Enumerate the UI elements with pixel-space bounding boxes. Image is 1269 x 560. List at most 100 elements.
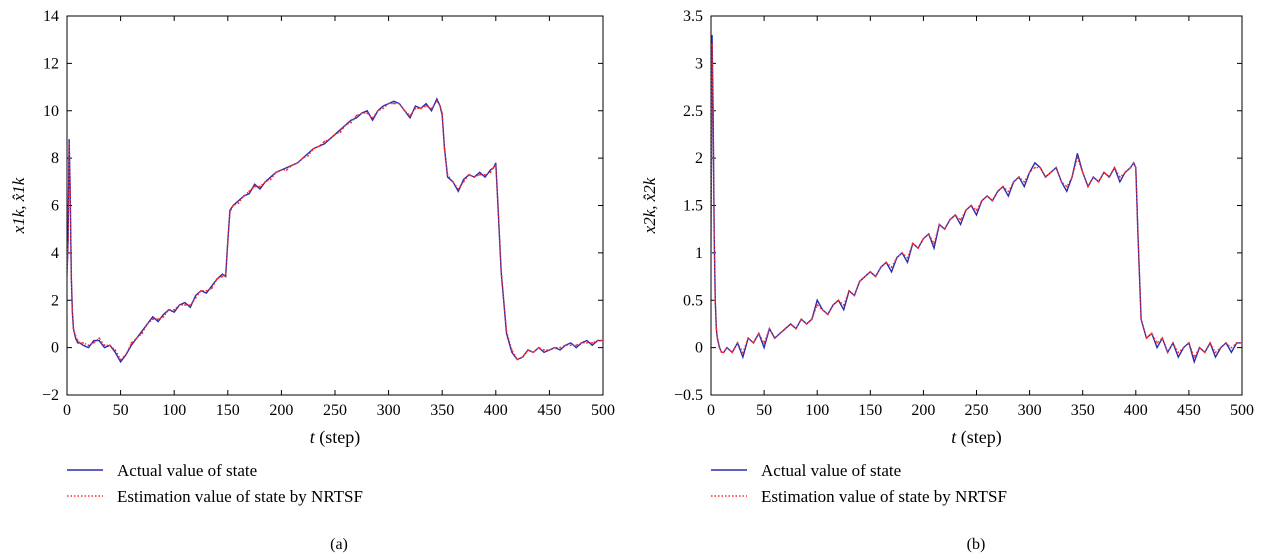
estimation-point bbox=[71, 308, 74, 311]
estimation-point bbox=[301, 157, 304, 160]
estimation-point bbox=[569, 344, 572, 347]
estimation-point bbox=[1156, 341, 1158, 344]
panel-label: (b) bbox=[967, 536, 986, 553]
estimation-point bbox=[497, 202, 499, 205]
estimation-point bbox=[713, 233, 716, 235]
estimation-point bbox=[1060, 180, 1063, 183]
estimation-point bbox=[821, 308, 824, 311]
x-tick-label: 350 bbox=[430, 402, 454, 419]
estimation-point bbox=[586, 341, 588, 344]
x-tick-label: 250 bbox=[965, 402, 989, 419]
estimation-point bbox=[1118, 176, 1121, 178]
x-tick-label: 500 bbox=[1230, 402, 1254, 419]
estimation-point bbox=[194, 296, 197, 299]
estimation-point bbox=[1214, 351, 1217, 354]
estimation-point bbox=[1108, 176, 1111, 178]
estimation-point bbox=[718, 346, 721, 349]
estimation-point bbox=[784, 327, 787, 330]
estimation-point bbox=[722, 351, 725, 354]
estimation-point bbox=[763, 341, 765, 344]
estimation-point bbox=[489, 171, 492, 174]
estimation-point bbox=[173, 308, 176, 311]
estimation-point bbox=[505, 330, 508, 332]
legend-entry: Actual value of state bbox=[67, 461, 257, 480]
estimation-point bbox=[711, 251, 712, 254]
estimation-point bbox=[1134, 166, 1137, 169]
x-tick: 200 bbox=[911, 16, 935, 419]
estimation-point bbox=[285, 169, 288, 171]
x-tick: 200 bbox=[269, 16, 293, 419]
x-tick: 0 bbox=[63, 16, 71, 419]
estimation-point bbox=[443, 147, 446, 150]
estimation-point bbox=[446, 173, 449, 176]
estimation-point bbox=[933, 242, 935, 245]
estimation-point bbox=[564, 344, 567, 347]
y-tick: 14 bbox=[43, 8, 603, 25]
legend-label: Actual value of state bbox=[117, 461, 257, 480]
y-tick-label: 3.5 bbox=[683, 8, 703, 25]
estimation-point bbox=[76, 339, 79, 342]
estimation-point bbox=[720, 351, 723, 354]
estimation-point bbox=[87, 344, 90, 347]
estimation-point bbox=[216, 278, 218, 280]
estimation-point bbox=[553, 346, 556, 349]
estimation-point bbox=[1113, 166, 1116, 169]
estimation-point bbox=[98, 337, 101, 340]
estimation-point bbox=[72, 327, 75, 330]
estimation-point bbox=[1225, 341, 1227, 344]
estimation-point bbox=[986, 195, 989, 197]
y-tick-label: 4 bbox=[51, 245, 59, 262]
estimation-point bbox=[880, 266, 882, 268]
estimation-point bbox=[1007, 190, 1010, 193]
y-tick: 3 bbox=[695, 55, 1242, 72]
estimation-point bbox=[736, 341, 739, 344]
y-tick-label: 2 bbox=[695, 150, 703, 167]
estimation-point bbox=[1055, 166, 1058, 169]
estimation-point bbox=[1092, 176, 1095, 178]
x-tick-label: 200 bbox=[911, 402, 935, 419]
x-tick-label: 300 bbox=[1018, 402, 1042, 419]
estimation-point bbox=[229, 211, 231, 214]
estimation-point bbox=[403, 109, 406, 112]
estimation-point bbox=[869, 270, 872, 273]
estimation-point bbox=[575, 344, 578, 347]
estimation-point bbox=[1166, 351, 1169, 354]
x-axis-label: t (step) bbox=[310, 427, 361, 448]
estimation-point bbox=[537, 346, 540, 349]
estimation-point bbox=[1002, 185, 1004, 188]
x-tick: 400 bbox=[1124, 16, 1148, 419]
estimation-point bbox=[205, 289, 208, 292]
estimation-point bbox=[917, 247, 919, 250]
y-tick: 3.5 bbox=[683, 8, 1242, 25]
estimation-point bbox=[1103, 171, 1105, 174]
estimation-point bbox=[1034, 166, 1036, 169]
estimation-point bbox=[457, 188, 460, 190]
estimation-point bbox=[312, 147, 315, 150]
x-tick-label: 250 bbox=[323, 402, 347, 419]
series-actual-line bbox=[711, 34, 1242, 365]
estimation-point bbox=[1012, 180, 1015, 183]
estimation-point bbox=[1203, 351, 1206, 354]
estimation-point bbox=[141, 332, 143, 335]
estimation-point bbox=[242, 195, 245, 197]
y-tick: 2 bbox=[695, 150, 1242, 167]
estimation-point bbox=[927, 233, 930, 235]
x-tick-label: 350 bbox=[1071, 402, 1095, 419]
y-tick: −2 bbox=[42, 387, 603, 404]
x-tick: 0 bbox=[707, 16, 715, 419]
estimation-point bbox=[162, 315, 165, 318]
x-tick: 400 bbox=[484, 16, 508, 419]
estimation-point bbox=[398, 102, 401, 105]
y-tick-label: 1.5 bbox=[683, 198, 703, 215]
estimation-point bbox=[1161, 337, 1164, 340]
x-tick: 100 bbox=[805, 16, 829, 419]
estimation-point bbox=[980, 199, 983, 202]
estimation-point bbox=[264, 180, 267, 183]
estimation-point bbox=[167, 308, 170, 311]
estimation-point bbox=[826, 313, 829, 316]
y-tick: 0 bbox=[695, 340, 1242, 357]
estimation-point bbox=[1044, 176, 1047, 178]
estimation-point bbox=[1172, 341, 1174, 344]
estimation-point bbox=[832, 304, 835, 306]
estimation-point bbox=[800, 318, 803, 321]
